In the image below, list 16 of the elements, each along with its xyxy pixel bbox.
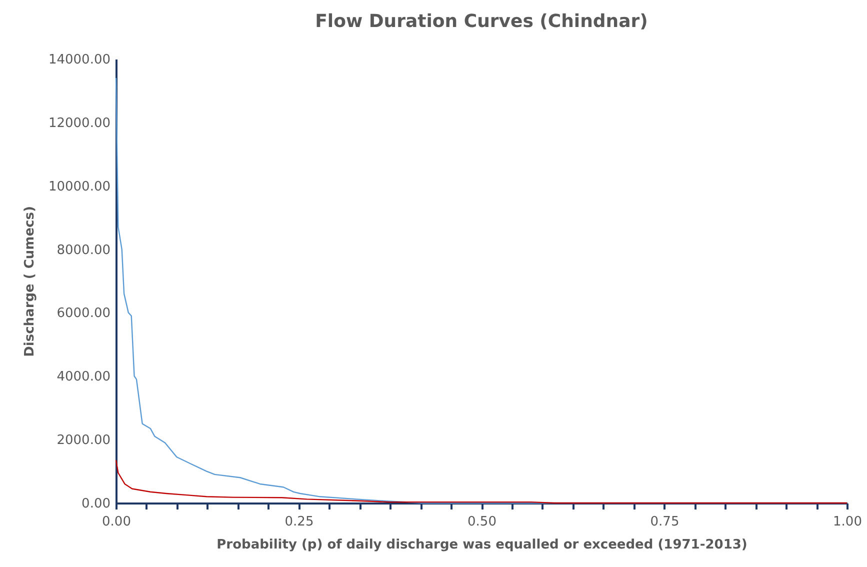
y-tick-label: 6000.00 xyxy=(56,306,110,322)
y-tick-label: 4000.00 xyxy=(56,370,110,385)
y-tick-label: 14000.00 xyxy=(48,52,110,68)
x-tick-label: 0.75 xyxy=(650,514,680,530)
y-tick-label: 10000.00 xyxy=(48,179,110,194)
y-tick-label: 0.00 xyxy=(82,496,110,512)
y-axis-title: Discharge ( Cumecs) xyxy=(22,206,38,357)
x-tick-label: 0.50 xyxy=(468,514,496,530)
y-tick-label: 12000.00 xyxy=(48,116,110,131)
y-tick-label: 8000.00 xyxy=(56,242,110,258)
y-tick-label: 2000.00 xyxy=(56,433,110,448)
chart-title: Flow Duration Curves (Chindnar) xyxy=(315,11,648,32)
x-tick-label: 0.25 xyxy=(284,514,314,530)
x-tick-label: 1.00 xyxy=(833,514,862,530)
x-axis-title: Probability (p) of daily discharge was equalled or exceeded (1971-2013) xyxy=(216,538,748,552)
x-tick-label: 0.00 xyxy=(102,514,131,530)
